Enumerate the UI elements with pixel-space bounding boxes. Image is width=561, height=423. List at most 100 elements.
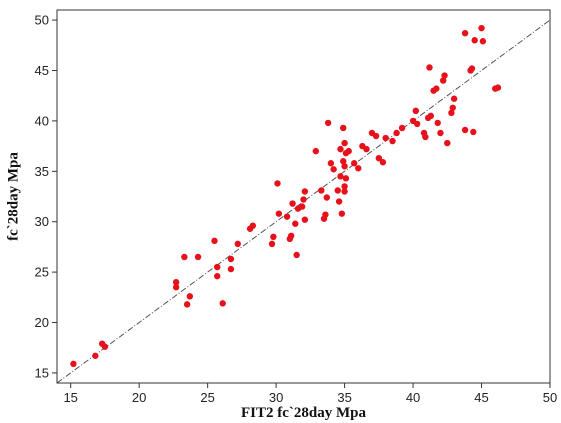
data-point [335, 198, 343, 205]
data-point [341, 188, 348, 195]
x-tick-label: 50 [543, 390, 557, 405]
data-point [363, 145, 370, 153]
data-point [389, 137, 396, 145]
data-point [318, 187, 325, 194]
data-point [341, 163, 348, 170]
data-point [337, 145, 344, 153]
data-point [461, 126, 469, 134]
data-point [437, 129, 444, 137]
reference-line-layer [56, 19, 551, 384]
x-tick-label: 15 [63, 390, 77, 405]
x-tick-label: 30 [269, 390, 283, 405]
data-point [249, 222, 257, 229]
data-point [449, 104, 456, 111]
data-point [214, 263, 221, 271]
data-point [342, 175, 350, 182]
data-point [283, 213, 291, 220]
data-point [341, 139, 348, 147]
data-point [338, 210, 346, 217]
data-point [444, 139, 451, 147]
data-point [468, 65, 476, 72]
data-point [275, 210, 283, 217]
y-tick-label: 20 [35, 315, 49, 330]
data-point [183, 301, 191, 308]
x-tick-label: 40 [406, 390, 420, 405]
data-point [471, 37, 478, 44]
data-point [70, 360, 77, 368]
y-tick-label: 40 [35, 113, 49, 128]
data-point [301, 188, 309, 195]
y-tick-label: 50 [35, 13, 49, 28]
data-point [433, 85, 440, 92]
axis-ticks-layer: 15 20 25 30 35 40 45 50 15 20 25 30 35 40 45 50 [35, 13, 558, 405]
data-point [268, 240, 276, 248]
data-point [479, 38, 487, 45]
data-point [330, 166, 337, 173]
data-point [470, 128, 477, 136]
data-point [340, 158, 347, 165]
y-tick-label: 15 [35, 365, 49, 380]
data-point [292, 220, 299, 227]
y-tick-label: 35 [35, 164, 49, 179]
data-point [439, 77, 447, 84]
data-point [293, 251, 300, 259]
y-tick-label: 25 [35, 265, 49, 280]
plot-frame [56, 9, 551, 384]
data-point [270, 233, 277, 241]
data-point [181, 253, 188, 261]
data-point [227, 255, 235, 263]
y-axis-title: fc`28day Mpa [5, 152, 21, 241]
data-point [379, 159, 387, 166]
x-tick-label: 35 [337, 390, 351, 405]
data-point [412, 107, 419, 115]
data-point [300, 196, 307, 203]
x-tick-label: 25 [200, 390, 214, 405]
data-point [172, 284, 180, 291]
data-point [350, 160, 358, 167]
data-point [393, 129, 400, 137]
data-point [398, 124, 406, 132]
data-point [441, 72, 448, 79]
data-point [234, 240, 241, 248]
data-point [461, 29, 469, 37]
data-point [345, 147, 352, 155]
data-point [422, 133, 429, 141]
data-point [214, 272, 221, 280]
data-point [375, 154, 383, 162]
data-point [341, 183, 348, 190]
data-point [426, 64, 433, 71]
data-point [340, 124, 347, 132]
data-point [427, 112, 435, 120]
data-point [323, 194, 330, 201]
data-point [211, 237, 218, 245]
data-point [312, 147, 320, 155]
data-point [337, 173, 344, 180]
data-point [434, 119, 441, 127]
data-point [289, 200, 296, 207]
data-point [92, 352, 99, 359]
data-point [287, 232, 295, 240]
data-point [101, 343, 109, 350]
data-point [186, 293, 194, 300]
data-point [298, 203, 306, 210]
x-tick-label: 20 [132, 390, 146, 405]
data-point [194, 253, 202, 261]
data-point [322, 211, 329, 218]
data-point [448, 109, 455, 117]
reference-line [56, 19, 551, 384]
data-point [172, 278, 180, 286]
data-point [478, 24, 485, 32]
data-points-layer [70, 24, 502, 368]
data-point [227, 265, 235, 273]
y-tick-label: 30 [35, 214, 49, 229]
data-point [301, 216, 309, 223]
data-point [494, 84, 502, 91]
data-point [355, 165, 362, 172]
data-point [382, 134, 389, 142]
data-point [219, 300, 226, 307]
data-point [324, 119, 332, 127]
data-point [327, 160, 335, 167]
data-point [334, 187, 341, 194]
data-point [372, 132, 380, 140]
